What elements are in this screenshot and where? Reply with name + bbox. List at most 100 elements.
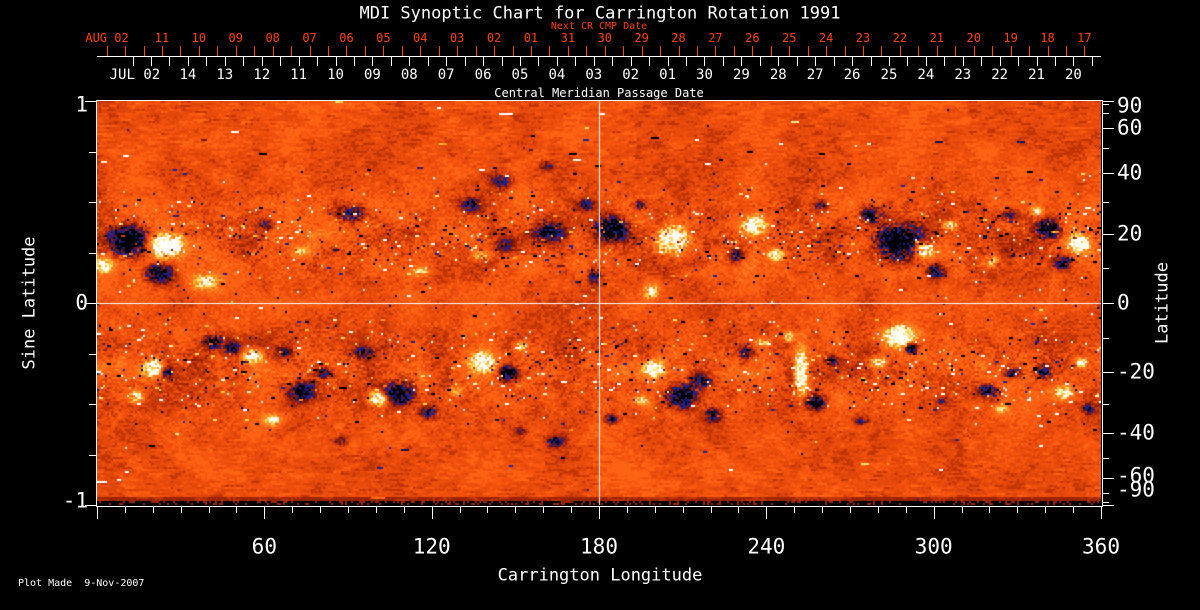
white-day-label: 29 [732, 67, 750, 83]
longitude-label: 120 [412, 534, 451, 559]
white-halfday-tick [169, 57, 170, 66]
red-halfday-tick [1029, 46, 1030, 56]
red-halfday-tick [992, 46, 993, 56]
cmp-axis-title: Central Meridian Passage Date [494, 86, 704, 100]
red-halfday-tick [328, 46, 329, 56]
red-month-label: AUG 02 [85, 31, 129, 45]
right-axis-title: Latitude [1152, 262, 1173, 344]
longitude-minor-tick [571, 506, 572, 513]
red-halfday-tick [918, 46, 919, 56]
red-halfday-tick [346, 46, 347, 56]
latitude-label: -20 [1117, 359, 1155, 384]
red-day-label: 04 [413, 31, 428, 45]
red-halfday-tick [679, 46, 680, 56]
longitude-minor-tick [236, 506, 237, 513]
longitude-label: 240 [747, 534, 786, 559]
red-halfday-tick [642, 46, 643, 56]
latitude-major-tick [1102, 372, 1114, 373]
white-day-label: 22 [991, 67, 1009, 83]
white-day-label: 09 [363, 67, 381, 83]
white-halfday-tick [1092, 57, 1093, 66]
red-halfday-tick [1048, 46, 1049, 56]
longitude-minor-tick [209, 506, 210, 513]
red-day-label: 02 [486, 31, 502, 45]
latitude-major-tick [1102, 478, 1114, 479]
red-halfday-tick [494, 46, 495, 56]
longitude-minor-tick [292, 506, 293, 513]
white-halfday-tick [133, 57, 134, 66]
white-halfday-tick [391, 57, 392, 66]
white-halfday-tick [188, 57, 189, 66]
red-halfday-tick [715, 46, 716, 56]
sine-latitude-major-tick [85, 505, 97, 506]
white-halfday-tick [1055, 57, 1056, 66]
white-halfday-tick [834, 57, 835, 66]
white-day-label: 03 [585, 67, 603, 83]
white-halfday-tick [631, 57, 632, 66]
white-day-label: 11 [290, 67, 308, 83]
red-day-label: 21 [929, 31, 945, 45]
latitude-label: -40 [1117, 420, 1155, 445]
sine-latitude-minor-tick [89, 202, 97, 203]
red-halfday-tick [937, 46, 938, 56]
red-halfday-tick [789, 46, 790, 56]
red-halfday-tick [752, 46, 753, 56]
longitude-major-tick [766, 506, 767, 519]
white-day-label: 10 [327, 67, 344, 83]
red-halfday-tick [365, 46, 366, 56]
red-halfday-tick [623, 46, 624, 56]
white-halfday-tick [151, 57, 152, 66]
red-halfday-tick [402, 46, 403, 56]
red-halfday-tick [383, 46, 384, 56]
longitude-major-tick [1101, 506, 1102, 519]
red-halfday-tick [955, 46, 956, 56]
red-halfday-tick [900, 46, 901, 56]
longitude-major-tick [264, 506, 265, 519]
sine-latitude-minor-tick [89, 152, 97, 153]
white-halfday-tick [372, 57, 373, 66]
latitude-major-tick [1102, 433, 1114, 434]
white-day-label: 24 [917, 67, 935, 83]
white-halfday-tick [317, 57, 318, 66]
longitude-major-tick [934, 506, 935, 519]
red-day-label: 03 [449, 31, 465, 45]
red-halfday-tick [734, 46, 735, 56]
longitude-minor-tick [487, 506, 488, 513]
sine-latitude-minor-tick [89, 404, 97, 405]
sine-latitude-label: -1 [62, 488, 88, 513]
red-halfday-tick [310, 46, 311, 56]
red-halfday-tick [217, 46, 218, 56]
longitude-minor-tick [515, 506, 516, 513]
white-day-label: 13 [216, 67, 234, 83]
white-halfday-tick [1018, 57, 1019, 66]
longitude-minor-tick [181, 506, 182, 513]
white-day-label: 26 [843, 67, 861, 83]
red-day-label: 30 [597, 31, 612, 45]
red-halfday-tick [974, 46, 975, 56]
longitude-major-tick [432, 506, 433, 519]
red-halfday-tick [660, 46, 661, 56]
latitude-minor-tick [1102, 338, 1109, 339]
white-halfday-tick [280, 57, 281, 66]
longitude-minor-tick [989, 506, 990, 513]
footer-plot-made: Plot Made 9-Nov-2007 [18, 578, 145, 589]
white-halfday-tick [243, 57, 244, 66]
red-halfday-tick [457, 46, 458, 56]
white-halfday-tick [538, 57, 539, 66]
longitude-label: 360 [1082, 534, 1120, 559]
white-halfday-tick [225, 57, 226, 66]
red-halfday-tick [826, 46, 827, 56]
red-day-label: 01 [523, 31, 539, 45]
longitude-minor-tick [794, 506, 795, 513]
latitude-minor-tick [1102, 104, 1109, 105]
red-halfday-tick [605, 46, 606, 56]
red-day-label: 26 [745, 31, 760, 45]
longitude-minor-tick [1045, 506, 1046, 513]
red-day-label: 29 [634, 31, 649, 45]
page-title: MDI Synoptic Chart for Carrington Rotati… [359, 3, 841, 24]
red-day-label: 10 [191, 31, 207, 45]
red-halfday-tick [863, 46, 864, 56]
white-halfday-tick [704, 57, 705, 66]
sine-latitude-major-tick [85, 101, 97, 102]
